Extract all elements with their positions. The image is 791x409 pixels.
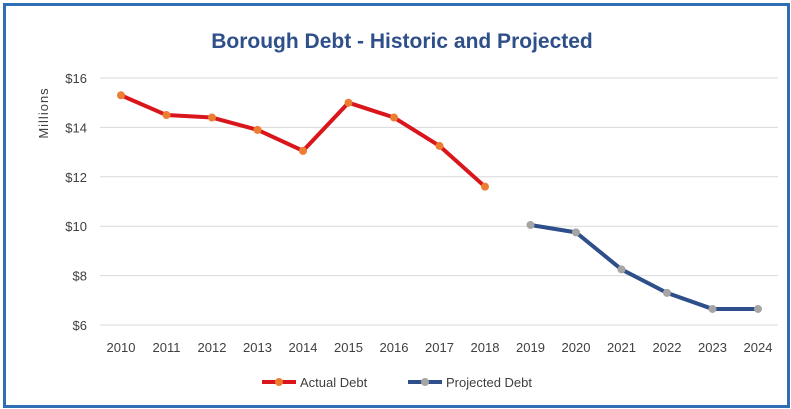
projected-debt-point-2020 [572, 228, 580, 237]
y-tick-label: $8 [73, 269, 87, 284]
projected-debt-line [528, 222, 760, 311]
projected-debt-point-2019 [526, 220, 535, 229]
x-tick-label-2013: 2013 [243, 340, 272, 355]
actual-debt-point-2018 [481, 182, 489, 191]
x-tick-label-2010: 2010 [107, 340, 136, 355]
x-tick-labels: 2010 2011 2012 2013 2014 2015 2016 2017 2018 2019… [107, 340, 773, 355]
projected-debt-point-2024 [754, 304, 762, 313]
y-tick-label: $14 [65, 120, 87, 135]
projected-debt-point-2022 [663, 288, 671, 297]
y-tick-label: $12 [65, 170, 87, 185]
actual-debt-point-2010 [117, 91, 125, 100]
actual-debt-legend-label: Actual Debt [300, 375, 368, 390]
actual-debt-point-2012 [208, 113, 216, 122]
y-tick-label: $6 [73, 318, 87, 333]
projected-debt-point-2023 [708, 304, 717, 313]
gridlines [100, 77, 778, 326]
actual-debt-legend-marker [275, 378, 283, 386]
x-tick-label-2020: 2020 [562, 340, 591, 355]
y-tick-labels: $6 $8 $10 $12 $14 $16 [65, 71, 87, 333]
chart-title: Borough Debt - Historic and Projected [211, 30, 593, 53]
x-tick-label-2019: 2019 [516, 340, 545, 355]
x-tick-label-2023: 2023 [698, 340, 727, 355]
x-tick-label-2017: 2017 [425, 340, 454, 355]
actual-debt-line [119, 93, 487, 189]
x-tick-label-2015: 2015 [334, 340, 363, 355]
x-tick-label-2022: 2022 [653, 340, 682, 355]
chart-frame [3, 3, 790, 408]
x-tick-label-2018: 2018 [471, 340, 500, 355]
actual-debt-point-2014 [299, 146, 307, 155]
x-tick-label-2011: 2011 [153, 340, 181, 355]
x-tick-label-2014: 2014 [289, 340, 318, 355]
x-tick-label-2021: 2021 [607, 340, 636, 355]
y-tick-label: $16 [65, 71, 87, 86]
y-axis-label: Millions [36, 87, 51, 138]
projected-debt-legend-label: Projected Debt [446, 375, 532, 390]
projected-debt-point-2021 [617, 265, 626, 274]
x-tick-label-2024: 2024 [744, 340, 773, 355]
x-tick-label-2016: 2016 [380, 340, 409, 355]
series-points [117, 91, 762, 313]
actual-debt-point-2011 [162, 111, 171, 120]
actual-debt-point-2016 [390, 113, 398, 122]
actual-debt-point-2013 [253, 125, 262, 134]
y-tick-label: $10 [65, 219, 87, 234]
actual-debt-point-2015 [344, 98, 353, 107]
actual-debt-point-2017 [435, 141, 444, 150]
x-tick-label-2012: 2012 [198, 340, 227, 355]
legend: Actual Debt Projected Debt [262, 375, 532, 390]
projected-debt-legend-marker [421, 378, 429, 386]
